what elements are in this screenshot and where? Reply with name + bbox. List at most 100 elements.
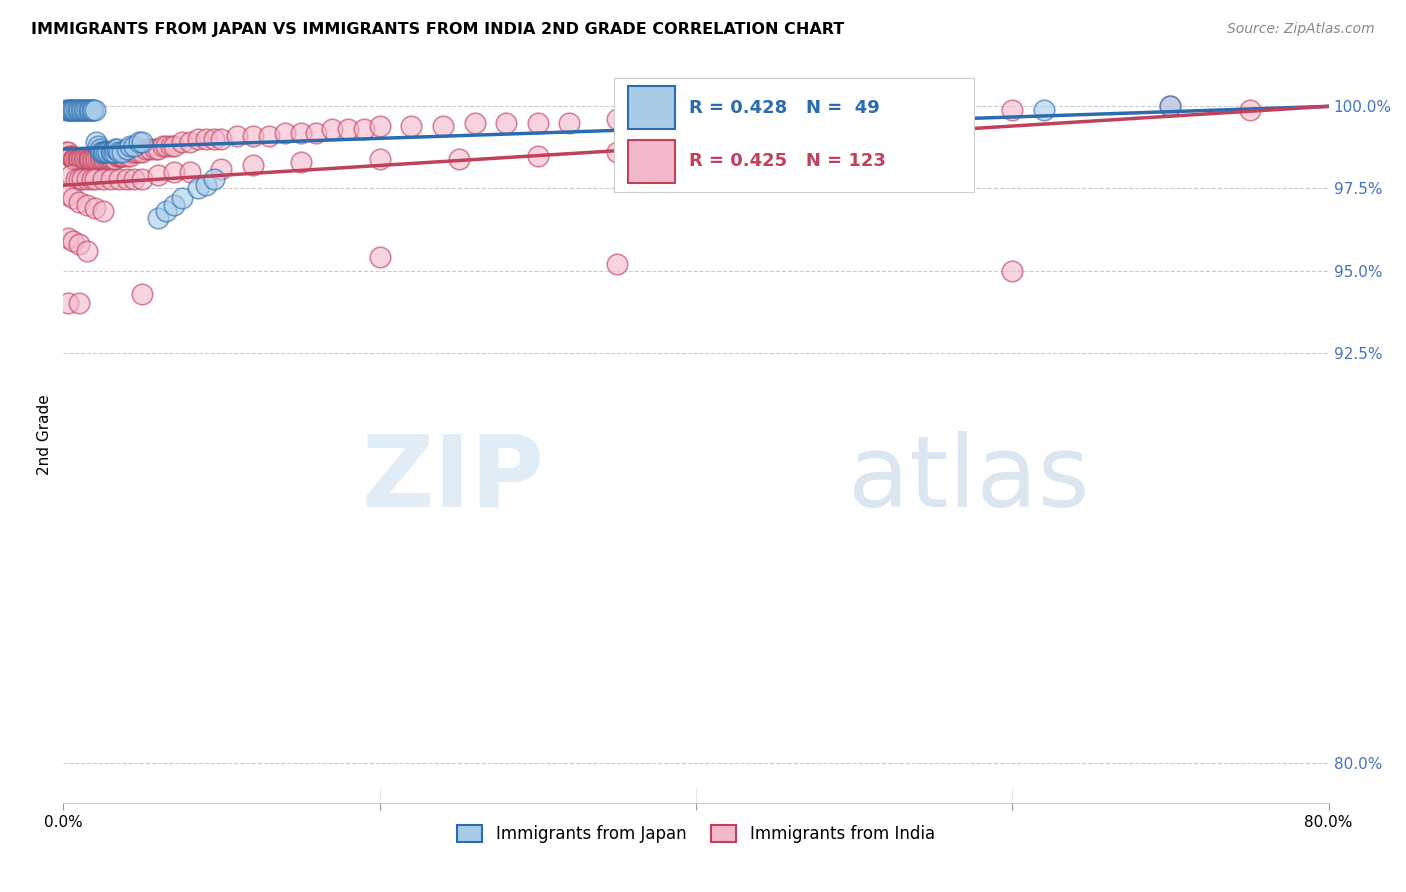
Point <box>152 138 174 153</box>
Point <box>202 171 225 186</box>
Point <box>104 152 127 166</box>
Point <box>131 171 153 186</box>
Point <box>91 145 114 160</box>
Point <box>103 152 125 166</box>
Point <box>131 145 153 160</box>
Text: IMMIGRANTS FROM JAPAN VS IMMIGRANTS FROM INDIA 2ND GRADE CORRELATION CHART: IMMIGRANTS FROM JAPAN VS IMMIGRANTS FROM… <box>31 22 844 37</box>
Point <box>131 136 153 150</box>
Point <box>226 128 249 143</box>
Text: Source: ZipAtlas.com: Source: ZipAtlas.com <box>1227 22 1375 37</box>
Point <box>83 171 105 186</box>
Point <box>652 112 675 127</box>
Point <box>107 145 129 160</box>
Point <box>82 103 104 117</box>
Point <box>105 142 128 156</box>
Point <box>163 198 186 212</box>
Point <box>1001 263 1024 277</box>
Point <box>82 152 104 166</box>
Point <box>103 145 125 160</box>
Point <box>58 148 80 162</box>
Point <box>76 244 98 258</box>
Point <box>67 237 90 252</box>
Point <box>60 103 83 117</box>
Point <box>273 126 295 140</box>
Point <box>187 132 209 146</box>
Point <box>93 152 115 166</box>
Point <box>125 145 148 160</box>
Point <box>75 152 97 166</box>
Point <box>76 171 98 186</box>
Point <box>111 148 134 162</box>
Point <box>305 126 328 140</box>
Point <box>187 181 209 195</box>
Point <box>56 145 79 160</box>
Point <box>67 103 90 117</box>
Point <box>105 148 128 162</box>
Point <box>685 112 707 127</box>
Point <box>211 161 233 176</box>
Point <box>463 116 486 130</box>
Point <box>526 116 548 130</box>
Point <box>62 103 84 117</box>
Point <box>128 145 150 160</box>
Point <box>96 145 118 160</box>
Point <box>139 142 162 156</box>
Point <box>56 103 79 117</box>
Point <box>56 296 79 310</box>
Point <box>257 128 280 143</box>
Point <box>89 152 111 166</box>
Point <box>55 145 77 160</box>
Point <box>368 251 391 265</box>
Point <box>65 171 87 186</box>
Point <box>131 286 153 301</box>
Point <box>202 132 225 146</box>
Point <box>685 142 707 156</box>
Point <box>1159 99 1181 113</box>
Point <box>87 138 110 153</box>
Point <box>60 103 83 117</box>
Point <box>70 171 93 186</box>
Point <box>62 234 84 248</box>
Point <box>83 103 105 117</box>
Point <box>110 148 132 162</box>
Point <box>96 152 118 166</box>
Point <box>107 171 129 186</box>
Point <box>77 152 100 166</box>
Point <box>146 211 169 225</box>
Point <box>1001 103 1024 117</box>
Point <box>558 116 581 130</box>
Point <box>70 152 93 166</box>
Point <box>98 152 121 166</box>
Point <box>118 138 141 153</box>
Point <box>112 148 135 162</box>
Point <box>83 201 105 215</box>
Point <box>67 152 90 166</box>
Point <box>155 204 177 219</box>
Point <box>66 152 89 166</box>
Point <box>242 158 264 172</box>
Point <box>432 119 454 133</box>
Point <box>86 152 108 166</box>
Point <box>495 116 517 130</box>
Point <box>290 126 312 140</box>
Point <box>100 145 122 160</box>
Point <box>91 171 114 186</box>
Point <box>179 165 201 179</box>
Point <box>1032 103 1054 117</box>
Point <box>163 138 186 153</box>
Point <box>135 142 156 156</box>
Point <box>80 171 103 186</box>
Point <box>115 148 138 162</box>
Y-axis label: 2nd Grade: 2nd Grade <box>37 394 52 475</box>
Point <box>77 103 100 117</box>
Point <box>56 231 79 245</box>
Point <box>80 103 103 117</box>
Point <box>368 119 391 133</box>
Point <box>60 169 83 183</box>
Point <box>73 152 96 166</box>
Point <box>526 148 548 162</box>
Point <box>75 103 97 117</box>
Point <box>606 112 628 127</box>
Point <box>63 152 86 166</box>
Point <box>321 122 343 136</box>
